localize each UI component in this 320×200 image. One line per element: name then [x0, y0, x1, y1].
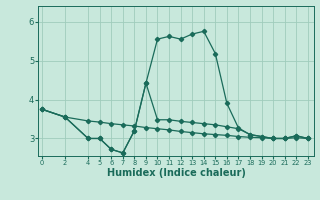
X-axis label: Humidex (Indice chaleur): Humidex (Indice chaleur)	[107, 168, 245, 178]
